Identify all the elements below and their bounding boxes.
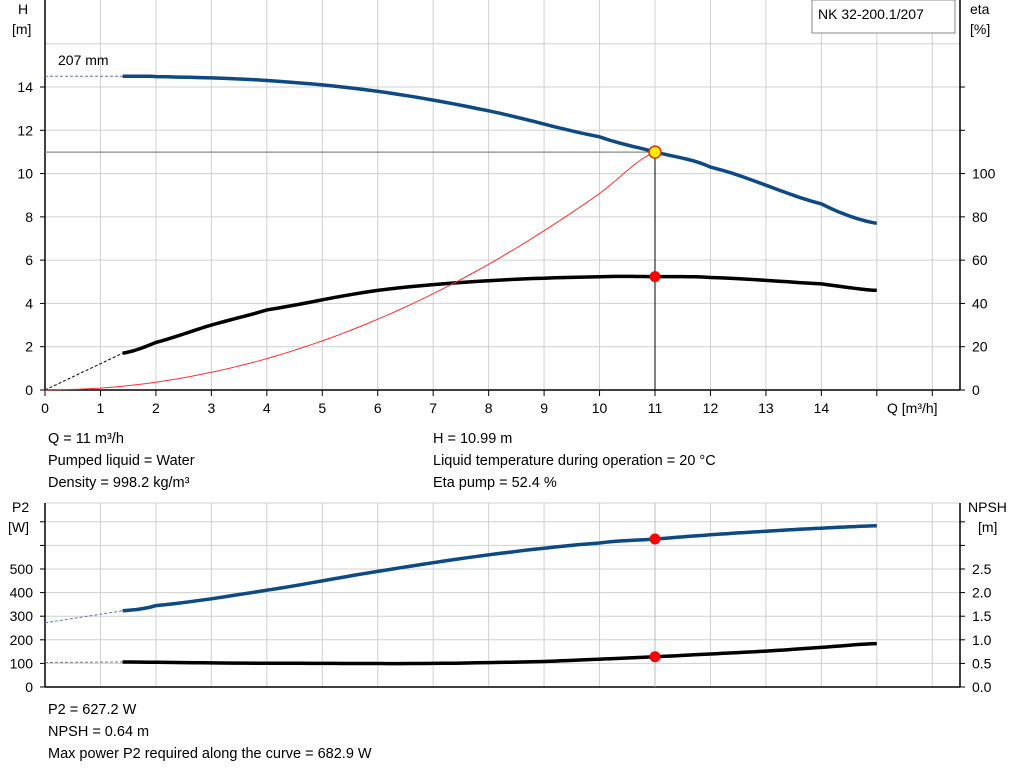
y2-tick-label: 60 [972,252,988,268]
info-temperature: Liquid temperature during operation = 20… [433,453,716,469]
y-axis-unit: [m] [12,21,31,37]
system-curve [44,151,656,391]
y2-tick-label: 2.0 [972,585,992,601]
eta-curve-extrapolated [44,352,123,391]
model-box [811,0,956,34]
y-tick-label: 12 [17,122,33,138]
info-h: H = 10.99 m [433,431,513,447]
y-tick-label: 500 [10,561,34,577]
x-tick-label: 6 [374,400,382,416]
y-tick-label: 0 [25,382,33,398]
x-tick-label: 0 [41,400,49,416]
y-tick-label: 300 [10,608,34,624]
y2-axis-label: NPSH [968,499,1007,515]
y2-axis-unit: [m] [978,519,997,535]
impeller-label: 207 mm [58,52,109,68]
eta-operating-point [649,271,661,283]
y2-tick-label: 40 [972,295,988,311]
y2-tick-label: 2.5 [972,561,992,577]
y-tick-label: 8 [25,209,33,225]
y-tick-label: 10 [17,166,33,182]
eta-curve [122,274,877,355]
head-curve [122,74,878,226]
y2-axis-unit: [%] [970,21,990,37]
y2-tick-label: 20 [972,339,988,355]
npsh-curve [122,641,877,666]
x-tick-label: 10 [592,400,608,416]
x-tick-label: 5 [318,400,326,416]
info-npsh: NPSH = 0.64 m [48,724,150,740]
y2-tick-label: 0.0 [972,679,992,695]
info-density: Density = 998.2 kg/m³ [48,475,190,491]
info-eta: Eta pump = 52.4 % [433,475,557,491]
y-tick-label: 6 [25,252,33,268]
head-operating-point [648,145,662,159]
y2-axis-label: eta [970,1,990,17]
y2-tick-label: 1.0 [972,632,992,648]
model-label: NK 32-200.1/207 [818,6,924,22]
y-axis-label: H [18,1,28,17]
x-tick-label: 13 [758,400,774,416]
y-tick-label: 100 [10,655,34,671]
npsh-curve-extrapolated [44,661,123,663]
x-tick-label: 1 [97,400,105,416]
y-tick-label: 0 [25,679,33,695]
x-tick-label: 3 [207,400,215,416]
y-axis-label: P2 [12,499,29,515]
y-tick-label: 2 [25,339,33,355]
y-tick-label: 400 [10,585,34,601]
y-tick-label: 200 [10,632,34,648]
x-tick-label: 11 [648,400,663,416]
npsh-operating-point [649,651,661,663]
info-max-p2: Max power P2 required along the curve = … [48,746,372,762]
x-tick-label: 4 [263,400,271,416]
y2-tick-label: 0.5 [972,655,992,671]
y-tick-label: 14 [17,79,33,95]
y2-tick-label: 100 [972,166,996,182]
y-axis-unit: [W] [8,519,29,535]
x-tick-label: 9 [540,400,548,416]
x-tick-label: 8 [485,400,493,416]
x-tick-label: 7 [429,400,437,416]
y2-tick-label: 80 [972,209,988,225]
info-p2: P2 = 627.2 W [48,702,137,718]
p2-operating-point [649,533,661,545]
info-liquid: Pumped liquid = Water [48,453,195,469]
p2-curve-extrapolated [44,610,123,624]
x-tick-label: 14 [814,400,830,416]
info-q: Q = 11 m³/h [48,431,124,447]
p2-curve [122,524,877,613]
y2-tick-label: 1.5 [972,608,992,624]
y-tick-label: 4 [25,295,33,311]
x-tick-label: 2 [152,400,160,416]
y2-tick-label: 0 [972,382,980,398]
x-tick-label: 12 [703,400,719,416]
x-axis-label: Q [m³/h] [887,400,938,416]
